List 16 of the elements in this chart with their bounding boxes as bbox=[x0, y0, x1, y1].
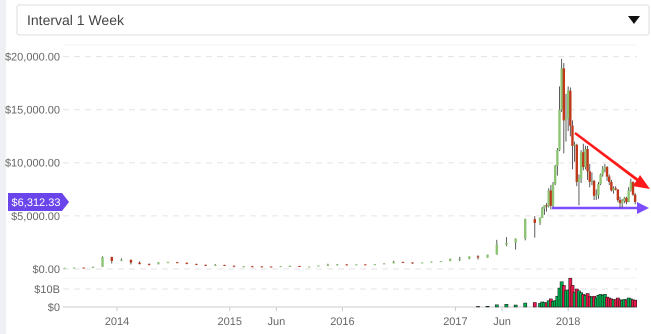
x-tick-label: 2014 bbox=[104, 316, 130, 328]
y-tick-label: $0.00 bbox=[32, 264, 60, 276]
y-tick-label: $5,000.00 bbox=[11, 210, 60, 223]
y-tick-label: $0 bbox=[48, 302, 60, 314]
y-tick-label: $10B bbox=[34, 284, 60, 296]
x-tick-label: 2018 bbox=[556, 316, 580, 328]
y-tick-label: $15,000.00 bbox=[4, 104, 60, 117]
y-tick-label: $10,000.00 bbox=[4, 158, 60, 170]
x-tick-label: 2017 bbox=[443, 316, 468, 328]
text: $6,312.33 bbox=[12, 196, 60, 209]
x-tick-label: Jun bbox=[267, 316, 286, 328]
x-tick-label: 2015 bbox=[217, 316, 242, 328]
x-tick-label: 2016 bbox=[330, 316, 355, 328]
x-tick-label: Jun bbox=[493, 316, 511, 328]
y-tick-label: $20,000.00 bbox=[4, 52, 60, 64]
dropdown-field: Interval 1 Week bbox=[16, 4, 650, 36]
